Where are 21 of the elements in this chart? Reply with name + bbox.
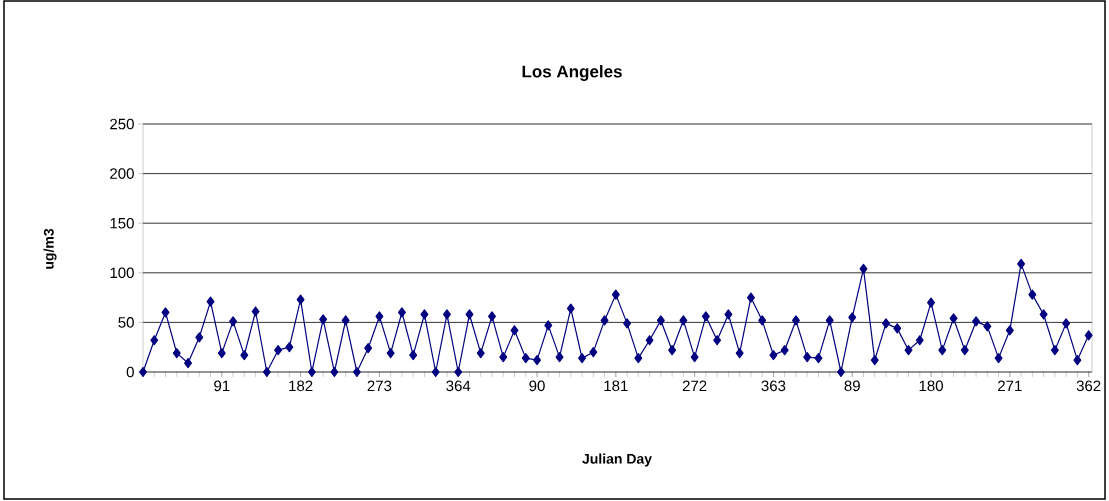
x-axis-title: Julian Day <box>582 453 652 467</box>
x-tick-label: 182 <box>289 380 313 392</box>
x-tick-label: 364 <box>446 380 471 392</box>
x-tick-label: 362 <box>1076 380 1101 392</box>
x-tick-label: 271 <box>998 380 1022 392</box>
y-tick-label: 50 <box>118 317 134 328</box>
x-tick-label: 363 <box>761 380 786 392</box>
y-tick-label: 150 <box>110 217 134 229</box>
x-tick-label: 90 <box>529 380 545 392</box>
chart-title: Los Angeles <box>522 65 622 81</box>
y-tick-label: 200 <box>110 168 134 179</box>
x-tick-label: 273 <box>367 380 392 392</box>
x-tick-label: 180 <box>919 380 943 392</box>
y-tick-label: 0 <box>126 366 134 378</box>
y-tick-label: 250 <box>110 118 134 130</box>
x-tick-label: 91 <box>214 380 230 392</box>
x-tick-label: 181 <box>604 380 628 392</box>
x-tick-label: 272 <box>682 380 707 392</box>
y-axis-title: ug/m3 <box>43 228 57 269</box>
y-tick-label: 100 <box>110 267 134 279</box>
x-tick-label: 89 <box>844 380 860 392</box>
